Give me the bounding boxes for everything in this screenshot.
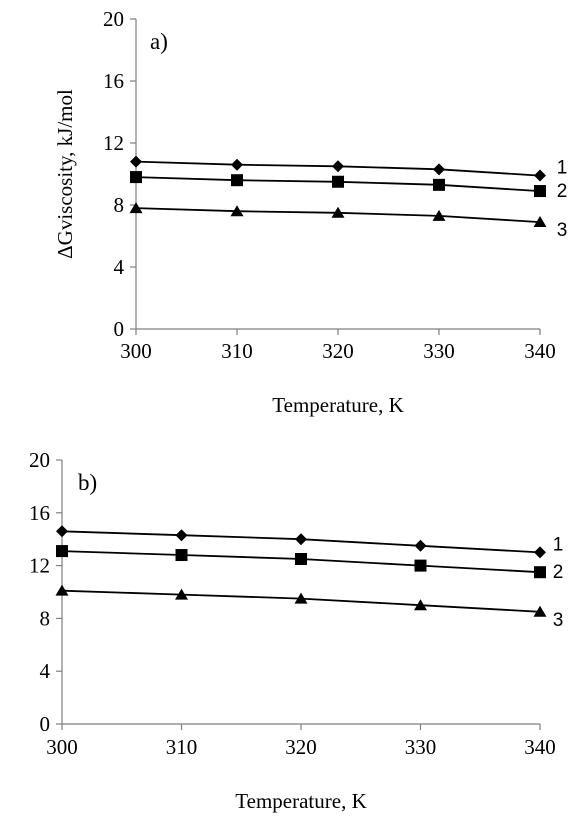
x-axis-label: Temperature, K (272, 393, 403, 417)
data-point-square (231, 174, 243, 187)
y-tick-label: 0 (114, 317, 125, 341)
data-point-diamond (130, 155, 142, 168)
y-tick-label: 20 (29, 448, 50, 472)
x-tick-label: 340 (524, 339, 556, 363)
data-point-triangle (230, 205, 244, 217)
series-label: 2 (557, 181, 568, 202)
x-tick-label: 320 (285, 735, 317, 759)
series-1: 1 (56, 525, 564, 559)
y-tick-label: 16 (103, 69, 124, 93)
data-point-square (534, 185, 546, 198)
panel-label: a) (150, 29, 168, 54)
series-label: 3 (553, 610, 564, 631)
series-1: 1 (130, 155, 568, 182)
data-point-triangle (533, 216, 547, 228)
data-point-square (295, 553, 307, 565)
data-point-diamond (433, 163, 445, 176)
data-point-square (534, 566, 546, 579)
y-axis-label: ΔGviscosity, kJ/mol (53, 89, 77, 259)
y-tick-label: 8 (40, 606, 51, 630)
chart-panel-a: 0 4 8 12 16 20 300 310 320 330 340 Temperature, K ΔG… (53, 7, 567, 417)
y-tick-label: 4 (114, 255, 125, 279)
data-point-triangle (533, 605, 547, 617)
data-point-square (332, 175, 344, 188)
series-label: 3 (557, 220, 568, 241)
y-tick-label: 12 (103, 131, 124, 155)
data-point-square (130, 171, 142, 184)
series-3: 3 (129, 202, 568, 241)
y-tick-label: 16 (29, 501, 50, 525)
x-tick-label: 320 (322, 339, 354, 363)
y-tick-label: 0 (40, 712, 51, 736)
x-tick-label: 300 (120, 339, 152, 363)
data-point-diamond (534, 169, 546, 182)
data-point-triangle (414, 599, 427, 611)
y-tick-label: 12 (29, 554, 50, 578)
series-label: 1 (557, 158, 568, 179)
series-label: 2 (553, 562, 564, 583)
data-point-triangle (129, 202, 143, 214)
data-point-diamond (231, 158, 243, 171)
data-point-diamond (56, 525, 68, 538)
x-tick-label: 310 (221, 339, 253, 363)
data-point-triangle (432, 209, 446, 221)
x-tick-label: 330 (405, 735, 437, 759)
data-point-triangle (55, 584, 69, 596)
y-tick-label: 4 (40, 659, 51, 683)
x-tick-label: 300 (46, 735, 78, 759)
data-point-square (414, 559, 427, 572)
series-label: 1 (553, 534, 564, 555)
panel-label: b) (78, 470, 97, 495)
y-tick-label: 8 (114, 193, 125, 217)
x-tick-label: 340 (524, 735, 556, 759)
series-3: 3 (55, 584, 564, 631)
data-point-square (56, 545, 68, 558)
data-point-triangle (294, 592, 308, 604)
data-point-diamond (534, 546, 546, 559)
x-axis-label: Temperature, K (235, 789, 366, 813)
data-point-diamond (332, 160, 344, 173)
series-2: 2 (56, 545, 563, 583)
data-point-square (433, 178, 445, 191)
data-point-diamond (175, 529, 188, 542)
y-tick-label: 20 (103, 7, 124, 31)
x-tick-label: 310 (166, 735, 198, 759)
data-point-diamond (414, 539, 427, 552)
x-tick-label: 330 (423, 339, 455, 363)
data-point-triangle (331, 206, 345, 218)
series-2: 2 (130, 171, 567, 202)
data-point-triangle (175, 588, 188, 600)
data-point-square (175, 549, 188, 562)
data-point-diamond (295, 533, 307, 546)
